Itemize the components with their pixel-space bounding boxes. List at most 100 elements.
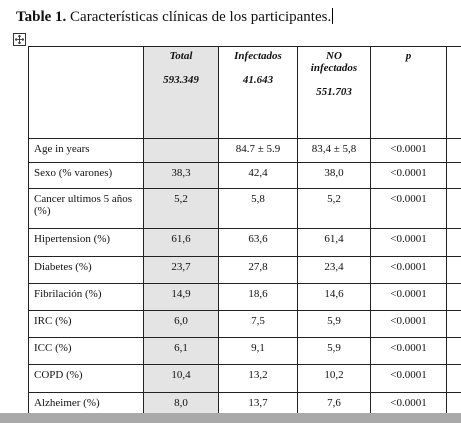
table-cell: 5,2 xyxy=(297,188,371,229)
header-cell xyxy=(28,46,144,139)
text-cursor xyxy=(332,8,334,24)
table-cell: 42,4 xyxy=(218,162,298,189)
table-cell: 9,1 xyxy=(218,337,298,365)
table-cell: 18,6 xyxy=(218,283,298,311)
row-label: Sexo (% varones) xyxy=(28,162,144,189)
cell-text: 13,2 xyxy=(248,369,268,381)
cell-text: ICC (%) xyxy=(34,342,72,354)
cell-text: Sexo (% varones) xyxy=(34,167,113,179)
cell-text: Diabetes (%) xyxy=(34,261,92,273)
cell-text: 5,8 xyxy=(251,193,265,205)
cell-text: 5,9 xyxy=(327,315,341,327)
header-cell: Infectados 41.643 xyxy=(218,46,298,139)
table-cell xyxy=(446,228,461,257)
table-cell: 5,2 xyxy=(143,188,219,229)
cell-text: 13,7 xyxy=(248,397,268,409)
cell-text: 8,0 xyxy=(174,397,188,409)
table-cell: <0.0001 xyxy=(370,337,447,365)
cell-text: 5,9 xyxy=(327,342,341,354)
table-cell xyxy=(446,364,461,393)
document-title: Table 1. Características clínicas de los… xyxy=(16,8,334,26)
cell-text: 61,6 xyxy=(171,233,191,245)
column-count: 41.643 xyxy=(242,74,274,86)
cell-text: 23,7 xyxy=(171,261,191,273)
cell-text: <0.0001 xyxy=(390,167,427,179)
table-cell: 14,6 xyxy=(297,283,371,311)
cell-text: 61,4 xyxy=(324,233,344,245)
cell-text: 42,4 xyxy=(248,167,268,179)
cell-text: 7,5 xyxy=(251,315,265,327)
column-count: 593.349 xyxy=(163,74,199,86)
cell-text: Fibrilación (%) xyxy=(34,288,102,300)
cell-text: Cancer ultimos 5 años (%) xyxy=(34,193,133,217)
table-cell: 8,0 xyxy=(143,392,219,413)
table-cell: 7,5 xyxy=(218,310,298,338)
scrollbar xyxy=(0,413,461,423)
table-row: Fibrilación (%) 14,9 18,6 14,6 <0.0001 xyxy=(28,283,461,311)
table-row: Hipertension (%) 61,6 63,6 61,4 <0.0001 xyxy=(28,228,461,257)
cell-text: COPD (%) xyxy=(34,369,83,381)
cell-text: 23,4 xyxy=(324,261,344,273)
table-cell: <0.0001 xyxy=(370,228,447,257)
row-label: Cancer ultimos 5 años (%) xyxy=(28,188,144,229)
table-cell: 38,3 xyxy=(143,162,219,189)
table-cell: 63,6 xyxy=(218,228,298,257)
row-label: Fibrilación (%) xyxy=(28,283,144,311)
column-name: Total xyxy=(169,50,193,62)
cell-text: 14,9 xyxy=(171,288,191,300)
cell-text: <0.0001 xyxy=(390,315,427,327)
table-cell: 83,4 ± 5,8 xyxy=(297,138,371,163)
cell-text: 10,2 xyxy=(324,369,344,381)
table-cell: 61,4 xyxy=(297,228,371,257)
cell-text: <0.0001 xyxy=(390,193,427,205)
cell-text: 10,4 xyxy=(171,369,191,381)
row-label: COPD (%) xyxy=(28,364,144,393)
table-cell: 84.7 ± 5.9 xyxy=(218,138,298,163)
table: Total 593.349 Infectados 41.643 NO infectado… xyxy=(28,46,461,413)
cell-text: <0.0001 xyxy=(390,143,427,155)
table-cell: 10,2 xyxy=(297,364,371,393)
table-cell xyxy=(446,310,461,338)
table-cell xyxy=(446,162,461,189)
column-name: p xyxy=(405,50,412,62)
cell-text: <0.0001 xyxy=(390,369,427,381)
table-cell: <0.0001 xyxy=(370,162,447,189)
cell-text: <0.0001 xyxy=(390,342,427,354)
table-cell: <0.0001 xyxy=(370,364,447,393)
table-cell xyxy=(446,283,461,311)
table-cell: 23,4 xyxy=(297,256,371,284)
table-cell: 6,1 xyxy=(143,337,219,365)
table-cell xyxy=(446,138,461,163)
row-label: Age in years xyxy=(28,138,144,163)
column-count: 551.703 xyxy=(316,86,352,98)
table-row: IRC (%) 6,0 7,5 5,9 <0.0001 xyxy=(28,310,461,338)
table-cell: 27,8 xyxy=(218,256,298,284)
table-cell: 14,9 xyxy=(143,283,219,311)
table-row: COPD (%) 10,4 13,2 10,2 <0.0001 xyxy=(28,364,461,393)
table-cell: 61,6 xyxy=(143,228,219,257)
column-name: Infectados xyxy=(234,50,282,62)
row-label: IRC (%) xyxy=(28,310,144,338)
table-row: Alzheimer (%) 8,0 13,7 7,6 <0.0001 xyxy=(28,392,461,413)
header-cell: p xyxy=(370,46,447,139)
cell-text: Hipertension (%) xyxy=(34,233,111,245)
table-caption: Características clínicas de los particip… xyxy=(70,9,332,25)
table-cell: 6,0 xyxy=(143,310,219,338)
table-cell: <0.0001 xyxy=(370,392,447,413)
header-cell: Total 593.349 xyxy=(143,46,219,139)
cell-text: <0.0001 xyxy=(390,233,427,245)
table-cell: 13,2 xyxy=(218,364,298,393)
table-cell xyxy=(446,256,461,284)
cell-text: <0.0001 xyxy=(390,288,427,300)
cell-text: 84.7 ± 5.9 xyxy=(235,143,281,155)
table-cell: 5,9 xyxy=(297,337,371,365)
header-cell xyxy=(446,46,461,139)
table-move-handle[interactable] xyxy=(13,33,26,46)
table-cell: 23,7 xyxy=(143,256,219,284)
cell-text: 6,0 xyxy=(174,315,188,327)
table-cell: 10,4 xyxy=(143,364,219,393)
table-row: Diabetes (%) 23,7 27,8 23,4 <0.0001 xyxy=(28,256,461,284)
table-cell: <0.0001 xyxy=(370,188,447,229)
cell-text: 27,8 xyxy=(248,261,268,273)
